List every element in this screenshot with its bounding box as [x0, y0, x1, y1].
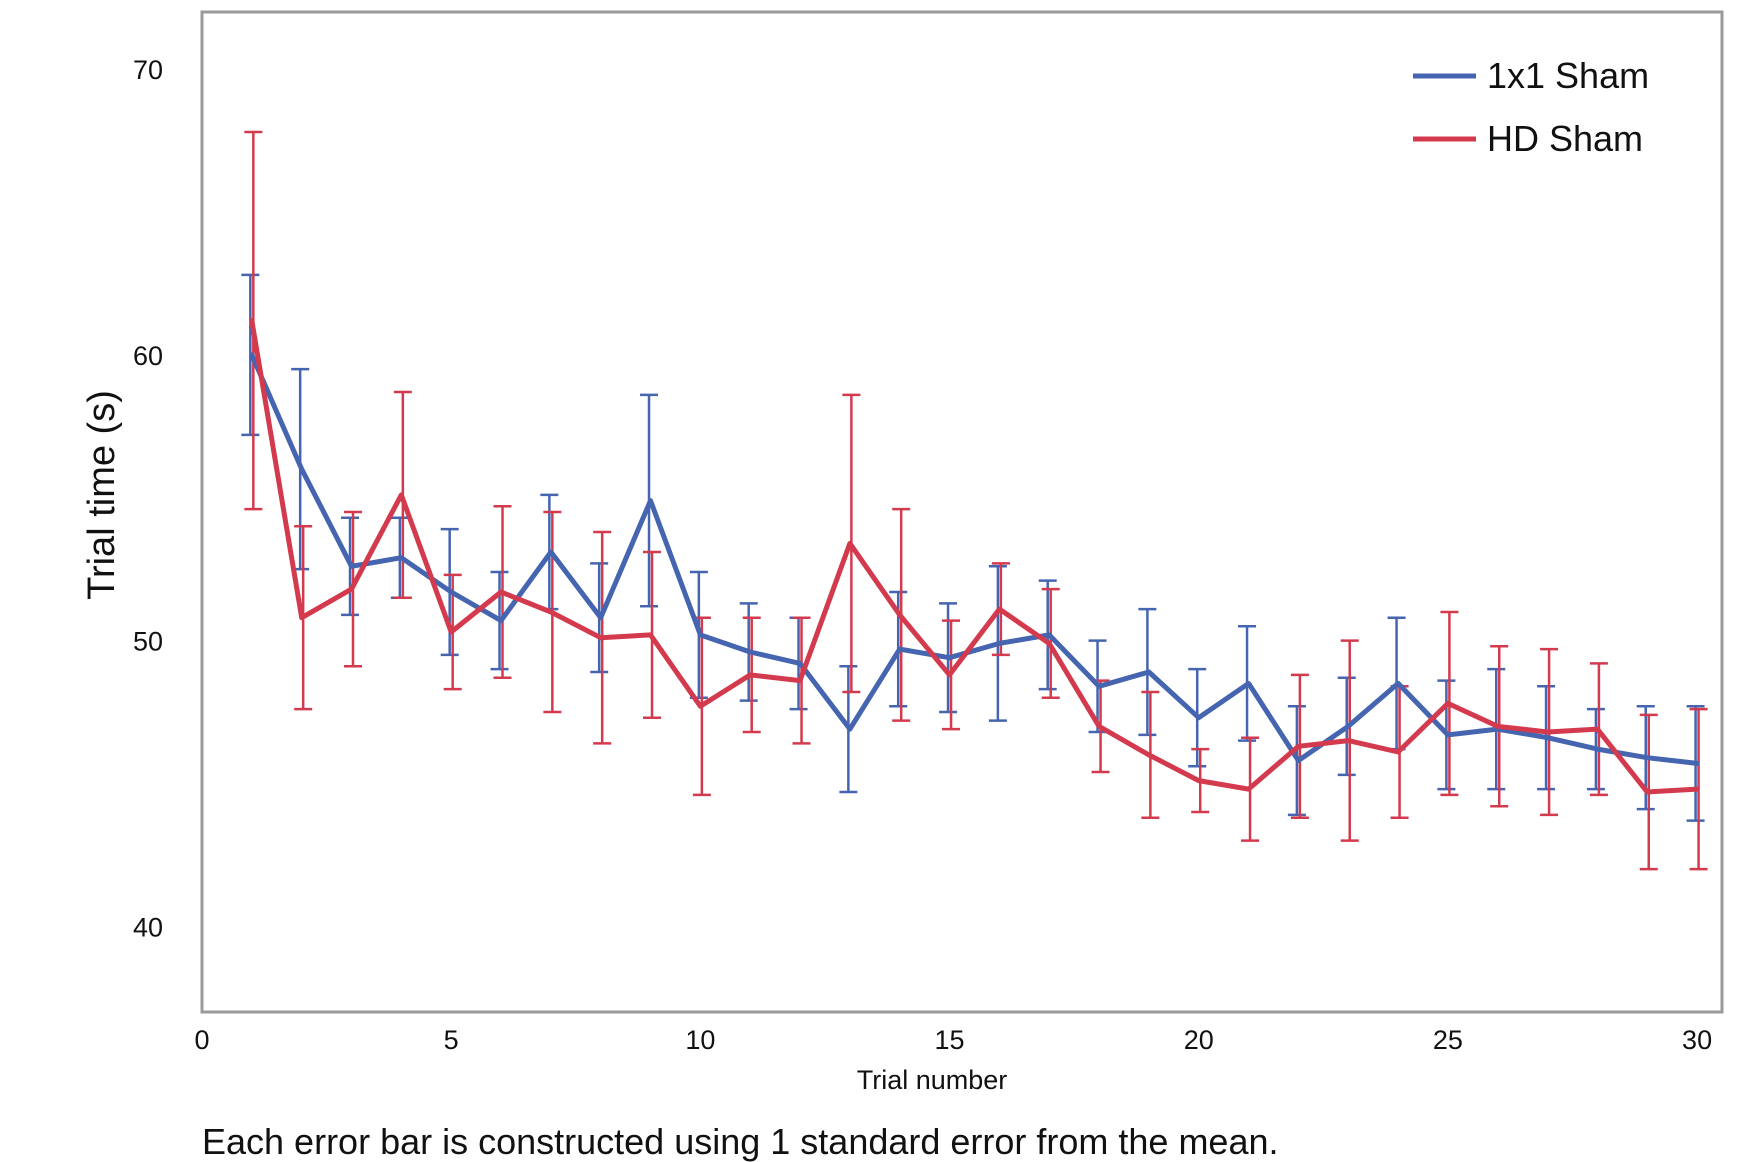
- plot-frame: [200, 10, 1724, 1014]
- legend-label: HD Sham: [1487, 118, 1643, 159]
- y-tick-label: 70: [133, 55, 163, 85]
- legend: 1x1 Sham HD Sham: [1413, 55, 1649, 159]
- legend-label: 1x1 Sham: [1487, 55, 1649, 96]
- x-tick-label: 20: [1184, 1025, 1214, 1055]
- series-lines: [249, 318, 1700, 795]
- x-axis-label: Trial number: [857, 1065, 1008, 1095]
- y-tick-labels: 40 50 60 70: [133, 55, 163, 942]
- y-tick-label: 50: [133, 627, 163, 657]
- series-line: [249, 318, 1700, 795]
- x-tick-label: 15: [935, 1025, 965, 1055]
- x-tick-label: 25: [1433, 1025, 1463, 1055]
- footnote: Each error bar is constructed using 1 st…: [202, 1121, 1279, 1162]
- x-tick-label: 30: [1682, 1025, 1712, 1055]
- x-tick-label: 0: [194, 1025, 209, 1055]
- series-line: [249, 352, 1700, 766]
- legend-item: HD Sham: [1413, 118, 1643, 159]
- y-axis-label: Trial time (s): [81, 390, 123, 600]
- y-tick-label: 40: [133, 912, 163, 942]
- x-tick-labels: 0 5 10 15 20 25 30: [194, 1025, 1712, 1055]
- x-tick-label: 10: [685, 1025, 715, 1055]
- x-tick-label: 5: [444, 1025, 459, 1055]
- legend-item: 1x1 Sham: [1413, 55, 1649, 96]
- y-tick-label: 60: [133, 341, 163, 371]
- error-bars: [241, 130, 1708, 871]
